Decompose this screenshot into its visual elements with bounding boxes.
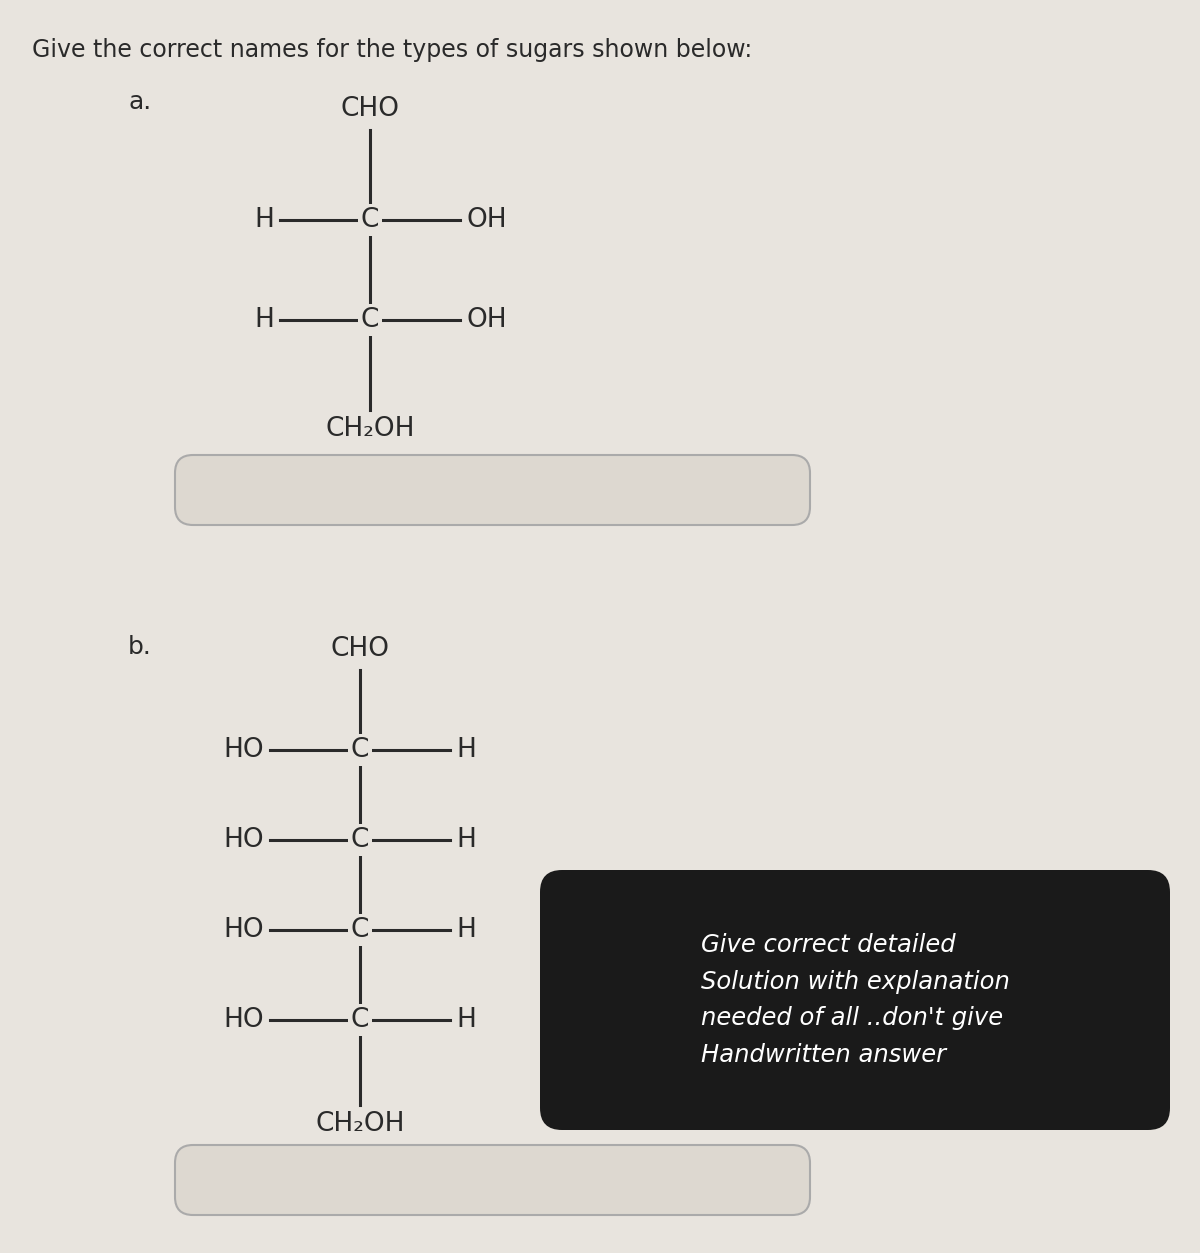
FancyBboxPatch shape (175, 455, 810, 525)
Text: H: H (456, 917, 476, 944)
Text: C: C (361, 207, 379, 233)
Text: CHO: CHO (341, 96, 400, 122)
Text: CHO: CHO (330, 637, 390, 662)
Text: C: C (350, 737, 370, 763)
Text: C: C (361, 307, 379, 333)
Text: a.: a. (128, 90, 151, 114)
Text: H: H (456, 737, 476, 763)
Text: C: C (350, 1007, 370, 1032)
Text: Give correct detailed
Solution with explanation
needed of all ..don't give
Handw: Give correct detailed Solution with expl… (701, 933, 1009, 1066)
Text: Give the correct names for the types of sugars shown below:: Give the correct names for the types of … (32, 38, 752, 61)
Text: H: H (254, 207, 274, 233)
Text: C: C (350, 827, 370, 853)
Text: HO: HO (223, 1007, 264, 1032)
Text: HO: HO (223, 827, 264, 853)
Text: HO: HO (223, 917, 264, 944)
Text: C: C (350, 917, 370, 944)
Text: H: H (456, 827, 476, 853)
Text: CH₂OH: CH₂OH (316, 1111, 404, 1136)
Text: H: H (456, 1007, 476, 1032)
Text: HO: HO (223, 737, 264, 763)
Text: CH₂OH: CH₂OH (325, 416, 415, 442)
FancyBboxPatch shape (540, 870, 1170, 1130)
Text: H: H (254, 307, 274, 333)
FancyBboxPatch shape (175, 1145, 810, 1215)
Text: OH: OH (466, 307, 506, 333)
Text: b.: b. (128, 635, 152, 659)
Text: OH: OH (466, 207, 506, 233)
